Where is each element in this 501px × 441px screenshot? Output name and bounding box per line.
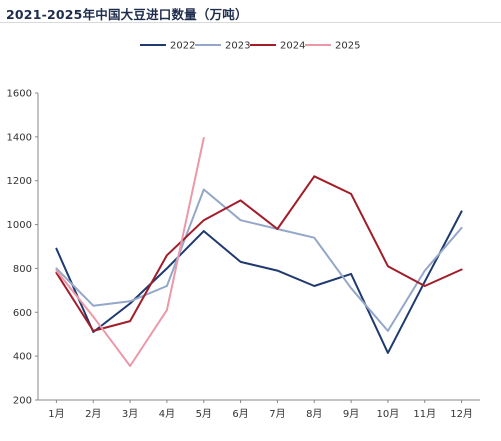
legend-label: 2024 <box>280 41 305 52</box>
series-line-2024 <box>55 175 463 332</box>
x-tick-label: 8月 <box>306 408 322 420</box>
y-tick-label: 1400 <box>7 132 32 143</box>
series-lines <box>55 137 463 367</box>
y-tick-label: 1600 <box>7 89 32 100</box>
x-tick-label: 1月 <box>48 408 64 420</box>
x-tick-label: 4月 <box>159 408 175 420</box>
legend-item-2024: 2024 <box>250 41 305 52</box>
legend: 2022 2023 2024 2025 <box>140 41 360 52</box>
x-tick-label: 6月 <box>232 408 248 420</box>
legend-item-2025: 2025 <box>305 41 360 52</box>
axes: 200 400 600 800 1000 1200 1400 1600 1月 2月 3月 4月 5月 6月… <box>7 89 480 420</box>
legend-label: 2025 <box>335 41 360 52</box>
y-tick-label: 600 <box>13 308 32 319</box>
x-tick-label: 11月 <box>413 408 436 420</box>
x-tick-label: 10月 <box>377 408 400 420</box>
legend-item-2022: 2022 <box>140 41 195 52</box>
x-tick-label: 2月 <box>85 408 101 420</box>
series-line-2025 <box>55 137 205 367</box>
x-tick-label: 3月 <box>122 408 138 420</box>
legend-label: 2022 <box>170 41 195 52</box>
x-tick-label: 5月 <box>196 408 212 420</box>
legend-label: 2023 <box>225 41 250 52</box>
y-tick-label: 1200 <box>7 176 32 187</box>
series-line-2023 <box>55 188 463 332</box>
legend-item-2023: 2023 <box>195 41 250 52</box>
y-tick-label: 1000 <box>7 220 32 231</box>
y-tick-label: 800 <box>13 264 32 275</box>
x-tick-label: 12月 <box>450 408 473 420</box>
y-tick-label: 400 <box>13 352 32 363</box>
series-line-2022 <box>55 210 463 354</box>
title-divider <box>0 22 501 23</box>
y-tick-label: 200 <box>13 396 32 407</box>
x-tick-label: 7月 <box>269 408 285 420</box>
x-tick-label: 9月 <box>343 408 359 420</box>
chart-title: 2021-2025年中国大豆进口数量（万吨） <box>6 7 248 22</box>
